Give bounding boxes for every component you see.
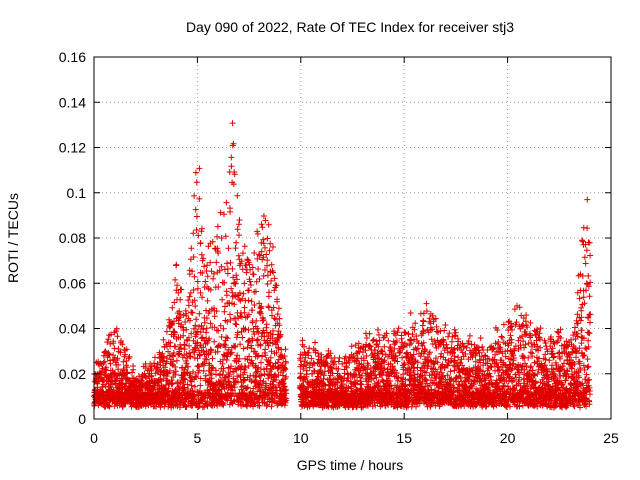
x-tick-label: 10 — [293, 430, 309, 446]
x-axis-label: GPS time / hours — [297, 457, 404, 473]
y-tick-label: 0.08 — [59, 230, 86, 246]
x-tick-label: 25 — [603, 430, 619, 446]
y-tick-label: 0.1 — [67, 185, 87, 201]
y-tick-label: 0.12 — [59, 140, 86, 156]
chart-title: Day 090 of 2022, Rate Of TEC Index for r… — [186, 19, 514, 35]
data-points — [91, 120, 594, 411]
y-axis-label: ROTI / TECUs — [5, 193, 21, 283]
x-tick-label: 0 — [90, 430, 98, 446]
roti-series-points — [91, 120, 594, 411]
y-tick-label: 0.14 — [59, 94, 86, 110]
axis-ticks: 0 5 10 15 20 25 0 0.02 0.04 0.06 0.08 0.1 0.12 0.14 0.… — [59, 49, 619, 446]
y-tick-label: 0.04 — [59, 321, 86, 337]
x-tick-label: 20 — [500, 430, 516, 446]
x-tick-label: 5 — [194, 430, 202, 446]
x-tick-label: 15 — [396, 430, 412, 446]
y-tick-label: 0.16 — [59, 49, 86, 65]
y-tick-label: 0.02 — [59, 366, 86, 382]
grid — [94, 57, 611, 419]
y-tick-label: 0.06 — [59, 275, 86, 291]
y-tick-label: 0 — [78, 411, 86, 427]
